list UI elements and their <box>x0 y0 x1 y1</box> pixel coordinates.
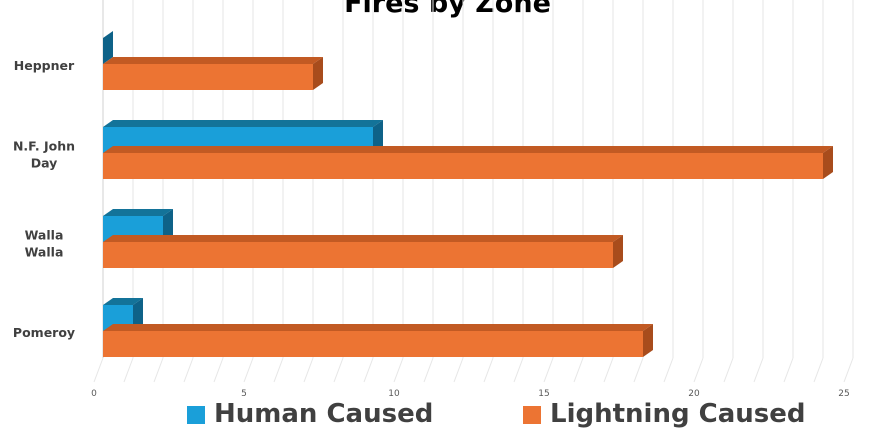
category-label-walla-walla: Walla Walla <box>25 228 64 260</box>
floor-gridline <box>813 357 824 383</box>
floor-gridline <box>333 357 344 383</box>
floor-gridline <box>483 357 494 383</box>
floor-gridline <box>723 357 734 383</box>
floor-gridline <box>663 357 674 383</box>
floor-gridline <box>783 357 794 383</box>
floor-gridline <box>423 357 434 383</box>
x-tick-label: 25 <box>838 389 849 398</box>
x-tick-label: 5 <box>241 389 247 398</box>
category-label-n-f-john-day: N.F. John Day <box>13 139 75 171</box>
floor-gridline <box>573 357 584 383</box>
floor-gridline <box>183 357 194 383</box>
bar-chart: 0 5 10 15 20 25 Heppner N.F. John Day Walla Walla… <box>13 0 854 398</box>
floor-gridline <box>93 357 104 383</box>
chart-title: Fires by Zone <box>344 0 551 19</box>
floor-gridline <box>603 357 614 383</box>
legend-label-lightning-caused: Lightning Caused <box>550 399 806 429</box>
floor-gridline <box>633 357 644 383</box>
legend-item-human-caused: Human Caused <box>187 398 433 431</box>
floor-gridline <box>543 357 554 383</box>
floor-gridline <box>153 357 164 383</box>
floor-gridline <box>243 357 254 383</box>
legend-label-human-caused: Human Caused <box>214 399 434 429</box>
floor-gridline <box>303 357 314 383</box>
bar-lightning-caused-heppner <box>103 57 323 90</box>
floor-gridline <box>513 357 524 383</box>
floor-gridline <box>273 357 284 383</box>
bar-lightning-caused-pomeroy <box>103 324 653 357</box>
category-labels: Heppner N.F. John Day Walla Walla Pomeroy <box>13 58 75 340</box>
x-axis-tick-labels: 0 5 10 15 20 25 <box>91 389 850 398</box>
floor-gridline <box>363 357 374 383</box>
floor-gridline <box>693 357 704 383</box>
floor-gridline <box>843 357 854 383</box>
category-label-pomeroy: Pomeroy <box>13 325 75 340</box>
bar-lightning-caused-walla-walla <box>103 235 623 268</box>
x-tick-label: 0 <box>91 389 97 398</box>
legend-swatch-human-caused <box>187 405 205 424</box>
x-tick-label: 20 <box>688 389 700 398</box>
bar-lightning-caused-n-f-john-day <box>103 146 833 179</box>
floor-gridline <box>753 357 764 383</box>
chart-bars <box>103 31 833 357</box>
floor-gridline <box>123 357 134 383</box>
floor-gridline <box>453 357 464 383</box>
category-label-heppner: Heppner <box>14 58 75 73</box>
floor-gridline <box>393 357 404 383</box>
x-tick-label: 10 <box>388 389 400 398</box>
bar-human-caused-heppner <box>103 31 113 64</box>
floor-gridline <box>213 357 224 383</box>
chart-legend: Human Caused Lightning Caused <box>0 398 895 431</box>
legend-swatch-lightning-caused <box>523 405 541 424</box>
x-tick-label: 15 <box>538 389 549 398</box>
legend-item-lightning-caused: Lightning Caused <box>523 398 805 431</box>
